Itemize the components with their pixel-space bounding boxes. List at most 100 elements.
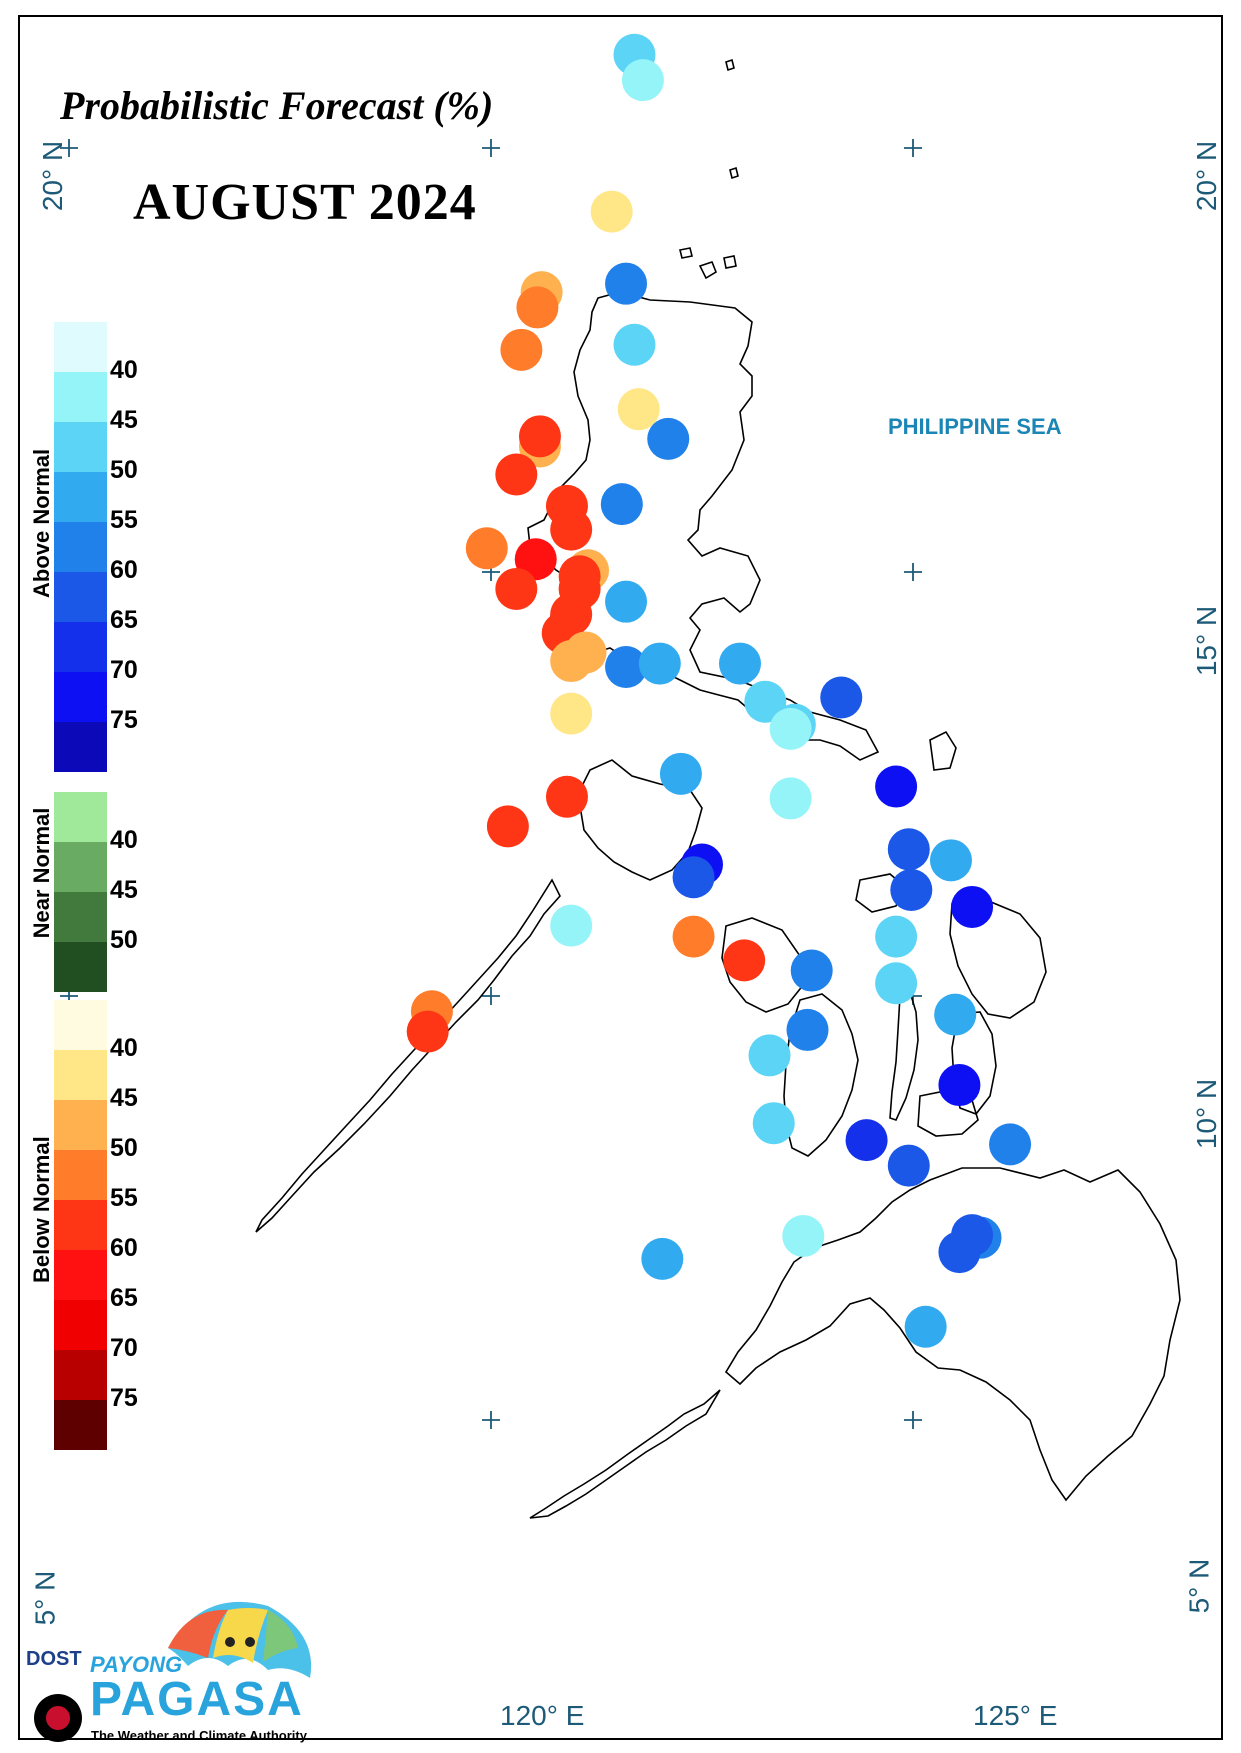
station-marker-above [845, 1119, 888, 1162]
legend-swatch [54, 792, 107, 842]
legend-swatch [54, 1400, 107, 1450]
station-marker-below [406, 1010, 449, 1053]
legend-tick-label: 45 [110, 876, 138, 904]
legend-tick-label: 40 [110, 826, 138, 854]
map-title: Probabilistic Forecast (%) [60, 83, 494, 128]
legend-tick-label: 65 [110, 1284, 138, 1312]
station-markers [406, 33, 1032, 1348]
graticule-cross [904, 1411, 922, 1429]
station-marker-above [887, 1144, 930, 1187]
legend-swatch [54, 372, 107, 422]
station-marker-above [718, 642, 761, 685]
map-frame [18, 15, 1223, 1740]
legend-tick-label: 60 [110, 556, 138, 584]
station-marker-above [621, 59, 664, 102]
legend-swatch [54, 672, 107, 722]
legend-tick-label: 55 [110, 1184, 138, 1212]
lon-label-125: 125° E [973, 1700, 1058, 1731]
legend-tick-label: 60 [110, 1234, 138, 1262]
legend-swatch [54, 1200, 107, 1250]
legend-near-normal-label: Near Normal [29, 807, 54, 939]
graticule-cross [482, 1411, 500, 1429]
samar-coastline [949, 899, 1047, 1019]
station-marker-below [672, 915, 715, 958]
logo-payong-text: PAYONG [90, 1652, 183, 1677]
station-marker-above [769, 777, 812, 820]
legend-swatch [54, 1150, 107, 1200]
graticule-cross [904, 139, 922, 157]
philippine-sea-label: PHILIPPINE SEA [888, 414, 1062, 439]
station-marker-above [748, 1034, 791, 1077]
legend-swatch [54, 892, 107, 942]
legend-tick-label: 65 [110, 606, 138, 634]
legend-tick-label: 45 [110, 406, 138, 434]
legend-swatch [54, 322, 107, 372]
station-marker-below [516, 286, 559, 329]
lat-label-10-right: 10° N [1191, 1078, 1223, 1150]
map-subtitle: AUGUST 2024 [133, 174, 477, 231]
station-marker-above [786, 1008, 829, 1051]
babuyan-islands-coastline [679, 247, 737, 280]
legend-tick-label: 40 [110, 1034, 138, 1062]
station-marker-above [638, 642, 681, 685]
station-marker-below [550, 508, 593, 551]
station-marker-below [500, 328, 543, 371]
legend-tick-label: 50 [110, 926, 138, 954]
station-marker-above [951, 885, 994, 928]
masbate-coastline [855, 873, 905, 913]
legend-swatch [54, 622, 107, 672]
graticule-cross [60, 139, 78, 157]
palawan-coastline [255, 878, 561, 1233]
legend-swatch [54, 1300, 107, 1350]
legend-swatch [54, 522, 107, 572]
station-marker-above [820, 676, 863, 719]
station-marker-above [938, 1064, 981, 1107]
leyte-coastline [951, 1011, 997, 1115]
station-marker-below [550, 640, 593, 683]
station-marker-above [904, 1305, 947, 1348]
station-marker-below [486, 805, 529, 848]
legend-swatch [54, 1000, 107, 1050]
station-marker-above [989, 1123, 1032, 1166]
station-marker-below [465, 527, 508, 570]
cebu-coastline [889, 990, 919, 1121]
lat-label-20-right: 20° N [1191, 140, 1223, 212]
graticule-cross [482, 987, 500, 1005]
station-marker-below [495, 453, 538, 496]
station-marker-above [790, 949, 833, 992]
station-marker-above [938, 1231, 981, 1274]
station-marker-above [887, 828, 930, 871]
logo-pagasa-text: PAGASA [90, 1673, 304, 1726]
legend-tick-label: 55 [110, 506, 138, 534]
legend-below-normal-label: Below Normal [29, 1136, 54, 1283]
station-marker-above [605, 580, 648, 623]
legend-swatch [54, 942, 107, 992]
station-marker-above [934, 993, 977, 1036]
station-marker-above [647, 417, 690, 460]
graticule-cross [482, 139, 500, 157]
umbrella-logo-graphic [34, 1601, 312, 1742]
station-marker-above [672, 856, 715, 899]
graticule-cross [904, 563, 922, 581]
station-marker-above [875, 962, 918, 1005]
legend-swatch [54, 572, 107, 622]
station-marker-above [613, 323, 656, 366]
legend-tick-label: 50 [110, 1134, 138, 1162]
legend-swatch [54, 472, 107, 522]
panay-coastline [721, 917, 805, 1013]
station-marker-above [929, 839, 972, 882]
legend-tick-label: 70 [110, 656, 138, 684]
logo-tagline: The Weather and Climate Authority [91, 1728, 307, 1743]
station-marker-below [590, 190, 633, 233]
legend-swatch [54, 842, 107, 892]
legend-tick-label: 75 [110, 1384, 138, 1412]
lat-label-15-right: 15° N [1191, 605, 1223, 677]
station-marker-above [782, 1214, 825, 1257]
station-marker-below [723, 939, 766, 982]
station-marker-above [550, 904, 593, 947]
legend-tick-label: 40 [110, 356, 138, 384]
luzon-coastline [527, 291, 880, 761]
legend-tick-label: 75 [110, 706, 138, 734]
legend-tick-label: 50 [110, 456, 138, 484]
